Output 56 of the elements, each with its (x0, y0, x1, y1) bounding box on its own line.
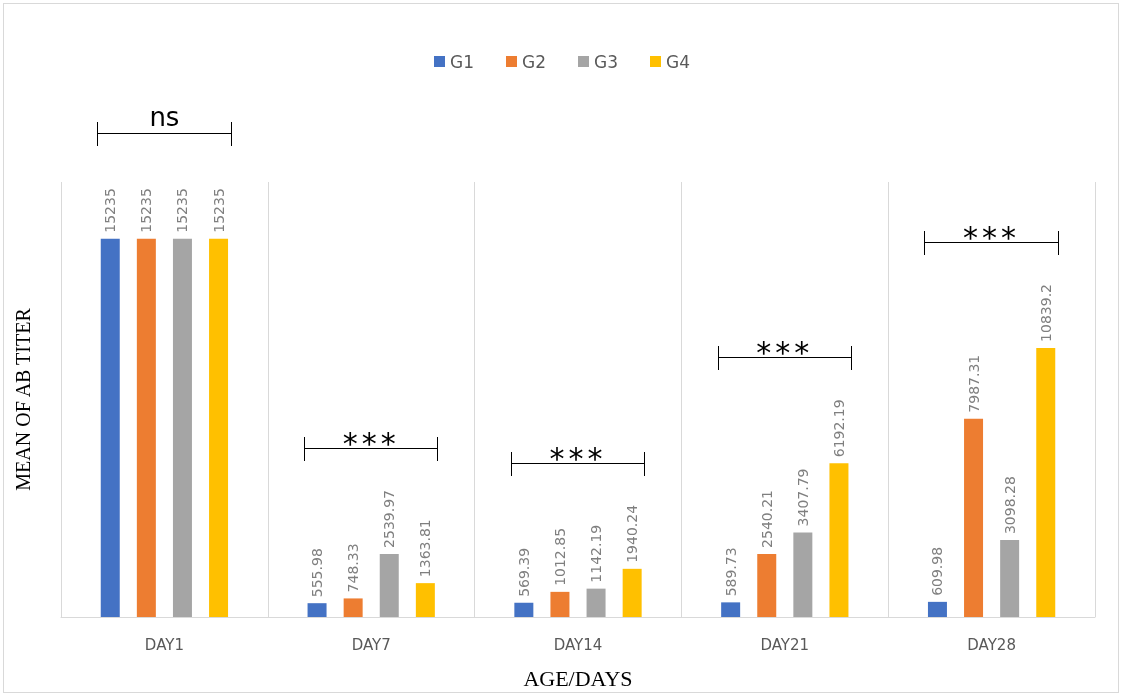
bar (514, 602, 534, 617)
data-label: 1363.81 (417, 519, 434, 578)
x-tick-label: DAY28 (967, 635, 1016, 654)
bar (1000, 540, 1020, 617)
annotation: *** (342, 425, 400, 461)
annotation: *** (756, 335, 814, 371)
data-label: 1012.85 (551, 527, 568, 586)
x-tick-label: DAY14 (553, 635, 603, 654)
bar (927, 601, 947, 617)
data-label: 3098.28 (1001, 476, 1018, 535)
data-label: 7987.31 (965, 354, 982, 413)
bar (829, 463, 849, 617)
bar (550, 591, 570, 617)
legend-label: G1 (450, 51, 475, 72)
text: ns (149, 101, 180, 132)
bar (379, 553, 399, 617)
bar (586, 588, 606, 617)
bar (343, 598, 363, 617)
data-label: 15235 (102, 188, 119, 233)
data-label: 748.33 (345, 543, 362, 593)
bar (307, 603, 327, 617)
data-label: 10839.2 (1037, 283, 1054, 342)
legend-label: G2 (522, 51, 547, 72)
bar (964, 418, 984, 617)
data-label: 569.39 (515, 547, 532, 597)
data-label: 6192.19 (830, 399, 847, 458)
bar (793, 532, 813, 617)
x-axis-title: AGE/DAYS (523, 665, 633, 691)
data-label: 609.98 (929, 546, 946, 596)
data-label: 555.98 (309, 548, 326, 598)
bar (1036, 347, 1056, 617)
bar (622, 568, 642, 617)
annotation: *** (549, 440, 607, 476)
bar (757, 553, 777, 617)
bar (136, 238, 156, 617)
data-label: 1142.19 (588, 524, 605, 583)
annotation: *** (963, 219, 1021, 255)
x-tick-label: DAY1 (144, 635, 184, 654)
bar (721, 602, 741, 617)
x-tick-label: DAY21 (760, 635, 810, 654)
data-label: 2540.21 (758, 490, 775, 548)
data-label: 15235 (138, 188, 155, 233)
data-label: 2539.97 (381, 490, 398, 548)
bar (172, 238, 192, 617)
bar (209, 238, 229, 617)
x-tick-label: DAY7 (351, 635, 391, 654)
data-label: 15235 (174, 188, 191, 233)
data-label: 589.73 (722, 547, 739, 597)
legend-label: G4 (665, 51, 690, 72)
legend-label: G3 (594, 51, 618, 72)
y-axis-title: MEAN OF AB TITER (12, 307, 34, 491)
data-label: 3407.79 (794, 468, 811, 527)
bar (415, 583, 435, 617)
data-label: 15235 (210, 188, 227, 233)
bar (100, 238, 120, 617)
data-label: 1940.24 (624, 504, 641, 563)
